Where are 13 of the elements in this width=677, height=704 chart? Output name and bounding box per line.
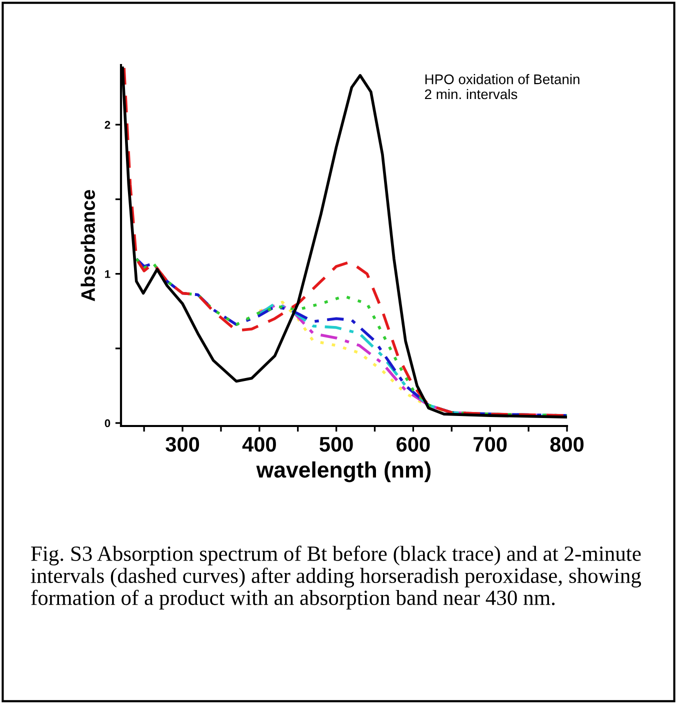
x-tick-label: 400 [242,436,276,452]
y-tick-label: 0 [104,419,110,428]
caption: Fig. S3 Absorption spectrum of Bt before (black trace) and at 2-minute intervals (dashed curves) after adding horseradish peroxidase, showing formation of a product with an absorption band near 430 nm. [30,546,642,610]
y-axis-title: Absorbance [80,190,96,302]
x-axis-title: wavelength (nm) [256,461,431,482]
annotation: HPO oxidation of Betanin 2 min. intervals [424,74,580,100]
y-tick-label: 2 [104,120,110,129]
x-tick-label: 700 [474,436,507,452]
x-tick-label: 800 [550,436,584,452]
y-tick-label: 1 [105,270,110,278]
x-tick-label: 600 [396,436,430,452]
x-tick-label: 500 [320,436,353,452]
x-tick-label: 300 [166,436,200,452]
